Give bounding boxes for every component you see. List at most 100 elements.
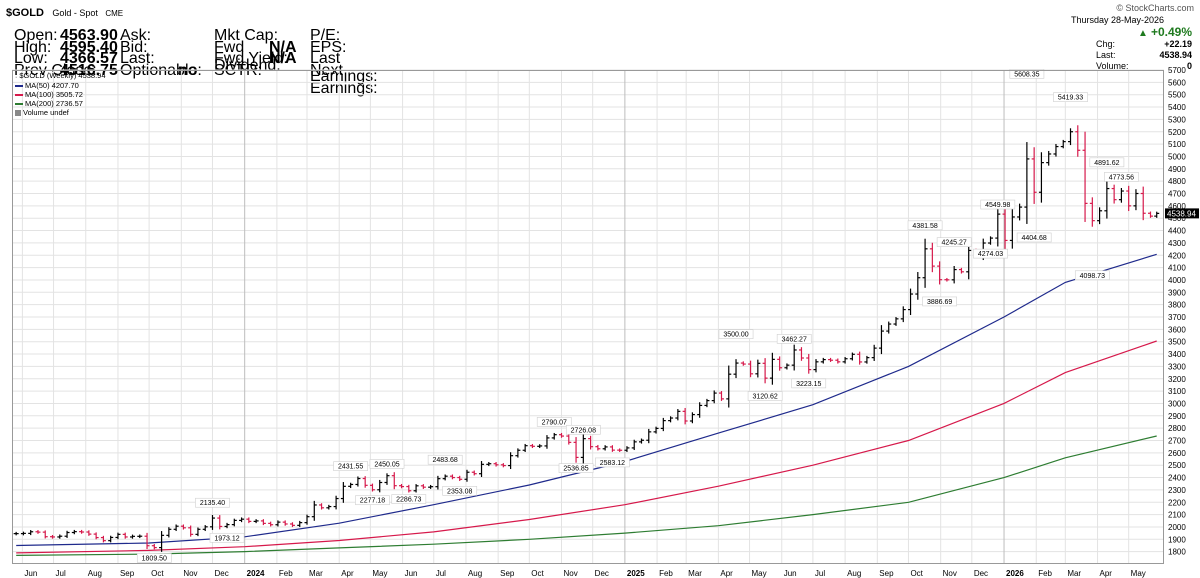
y-tick-label: 5700: [1168, 66, 1186, 75]
ohlc-bar: [268, 521, 274, 527]
ohlc-bar: [57, 534, 63, 539]
ohlc-bar: [617, 448, 623, 452]
annotation-box: [922, 296, 957, 307]
ohlc-bar: [260, 519, 266, 526]
annotation-box: [776, 334, 812, 344]
ohlc-bar: [777, 356, 783, 371]
x-tick-label: Sep: [120, 569, 135, 578]
annotation-box: [333, 461, 368, 471]
ohlc-bar: [748, 360, 754, 378]
ohlc-bar: [631, 439, 637, 451]
ohlc-bar: [13, 531, 19, 536]
annotation-label: 3500.00: [723, 332, 748, 339]
x-tick-label: Mar: [1067, 569, 1081, 578]
ohlc-bar: [653, 426, 659, 434]
ohlc-bar: [624, 446, 630, 452]
price-bars: [13, 125, 1160, 552]
x-tick-label: Nov: [183, 569, 197, 578]
ohlc-bar: [784, 363, 790, 370]
ohlc-bar: [340, 482, 346, 503]
ohlc-bar: [660, 417, 666, 432]
ohlc-bar: [28, 530, 34, 536]
quote-date: Thursday 28-May-2026: [1070, 15, 1164, 25]
annotation: 3500.00: [718, 329, 754, 340]
last-label: Last:: [1096, 50, 1116, 60]
annotation-box: [1053, 92, 1088, 102]
ohlc-bar: [1068, 128, 1074, 146]
annotation-label: 3223.15: [796, 381, 821, 388]
annotation-label: 4891.62: [1094, 160, 1119, 167]
y-tick-label: 4800: [1168, 177, 1186, 186]
annotation-box: [747, 391, 783, 401]
x-tick-label: Apr: [1100, 569, 1113, 578]
ohlc-bar: [1038, 152, 1044, 203]
annotation: 2431.55: [333, 461, 368, 471]
annotation-box: [1009, 69, 1045, 79]
ohlc-bar: [391, 472, 397, 490]
ohlc-bar: [108, 535, 114, 543]
ohlc-bar: [137, 534, 143, 539]
ohlc-bar: [384, 473, 390, 485]
ma-line-ma200: [16, 435, 1157, 556]
ohlc-bar: [1082, 131, 1088, 222]
annotation-label: 2286.73: [396, 497, 421, 504]
ohlc-bar: [20, 531, 26, 536]
ohlc-bar: [173, 524, 179, 532]
ohlc-bar: [129, 534, 135, 539]
annotation: 2286.73: [391, 494, 427, 504]
annotation-label: 2431.55: [338, 464, 363, 471]
ohlc-bar: [813, 359, 819, 373]
quote-label: High:: [14, 38, 52, 56]
annotation-box: [936, 237, 972, 247]
x-tick-label: Dec: [595, 569, 609, 578]
ohlc-bar: [188, 525, 194, 537]
annotation-box: [369, 459, 405, 469]
ohlc-bar: [762, 358, 768, 384]
quote-label: Last Earnings:: [310, 50, 378, 85]
ohlc-bar: [733, 359, 739, 379]
ohlc-bar: [479, 461, 485, 478]
annotation-label: 2790.07: [542, 419, 567, 426]
quote-label: Low:: [14, 50, 48, 67]
annotation-label: 2483.68: [433, 457, 458, 464]
annotation-box: [791, 378, 827, 389]
quote-row: Bid:: [120, 39, 200, 56]
y-tick-label: 2000: [1168, 523, 1186, 532]
ohlc-bar: [209, 514, 215, 530]
ohlc-bar: [908, 288, 914, 316]
legend-ma200: MA(200) 2736.57: [15, 99, 106, 108]
ohlc-bar: [406, 484, 412, 493]
annotation: 4381.58: [907, 220, 943, 231]
ohlc-bar: [115, 532, 121, 540]
y-tick-label: 5300: [1168, 115, 1186, 124]
ohlc-bar: [755, 359, 761, 378]
up-triangle-icon: ▲: [1138, 28, 1148, 39]
y-tick-label: 3400: [1168, 350, 1186, 359]
x-tick-label: Oct: [531, 569, 544, 578]
ohlc-bar: [289, 522, 295, 528]
ohlc-bar: [377, 479, 383, 493]
legend-ma50: MA(50) 4207.70: [15, 81, 106, 90]
annotation-box: [355, 495, 390, 506]
quote-value: N/A: [269, 50, 297, 67]
annotation-box: [391, 494, 427, 504]
annotation-box: [595, 457, 630, 468]
y-tick-label: 4200: [1168, 251, 1186, 260]
ohlc-bar: [675, 409, 681, 421]
ohlc-bar: [849, 352, 855, 361]
ohlc-bar: [944, 277, 950, 282]
legend-ma50-label: MA(50) 4207.70: [25, 81, 79, 90]
ohlc-bar: [668, 416, 674, 423]
ohlc-bar: [697, 402, 703, 418]
quote-label: Fwd Yield:: [214, 50, 288, 67]
quote-row: High: 4595.40: [14, 39, 124, 56]
instrument-name: Gold - Spot: [52, 8, 98, 18]
annotation: 4274.03: [973, 248, 1008, 259]
annotation-label: 2135.40: [200, 500, 225, 507]
y-tick-label: 3700: [1168, 313, 1186, 322]
ohlc-bar: [413, 484, 419, 493]
ohlc-bar: [508, 452, 514, 470]
exchange: CME: [105, 9, 124, 18]
ohlc-bar: [551, 432, 557, 440]
